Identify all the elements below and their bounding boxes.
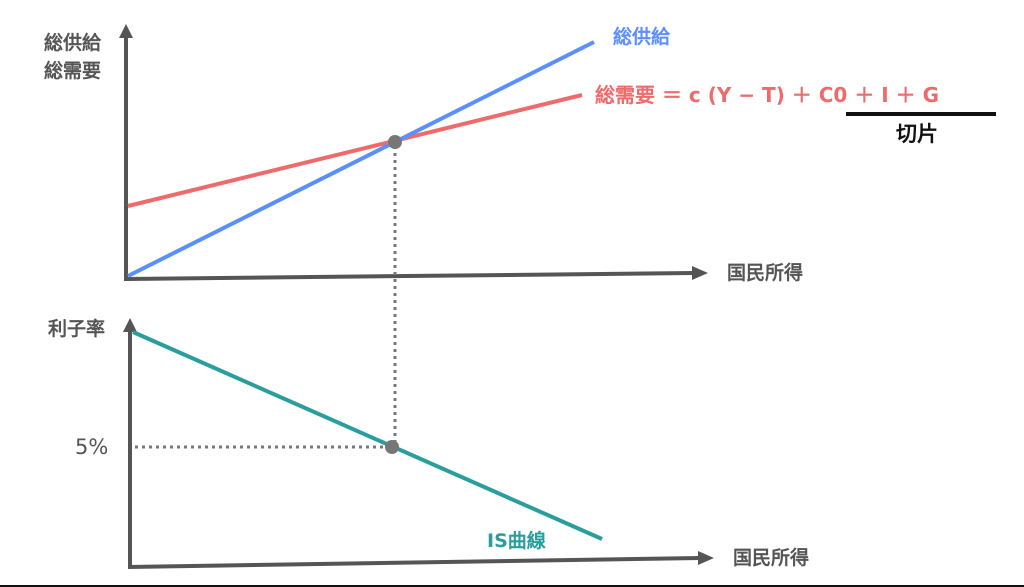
top-x-axis [123,266,708,281]
top-y-axis-label-demand: 総需要 [44,60,102,82]
arrow-right-icon [698,551,714,565]
bottom-x-axis-label: 国民所得 [733,547,810,569]
arrow-up-icon [123,318,137,332]
bottom-y-axis-label: 利子率 [48,318,106,340]
is-curve-label: IS曲線 [487,530,546,552]
intercept-label: 切片 [896,122,938,146]
rate-value-label: 5% [75,435,109,459]
bottom-x-axis [127,551,714,569]
supply-line-label: 総供給 [613,26,671,48]
top-y-axis-label-supply: 総供給 [44,32,102,54]
top-y-axis [119,24,133,279]
demand-equation-label: 総需要 ＝ c (Y − T) ＋ C0 ＋ I ＋ G [595,83,940,107]
aggregate-demand-line [127,93,583,208]
aggregate-supply-line [127,40,595,278]
top-x-axis-label: 国民所得 [727,262,804,284]
arrow-right-icon [692,266,708,280]
equilibrium-point-bottom [385,440,399,454]
is-curve-line [132,330,603,541]
equilibrium-point-top [388,135,402,149]
arrow-up-icon [119,24,133,38]
bottom-y-axis [123,318,137,567]
